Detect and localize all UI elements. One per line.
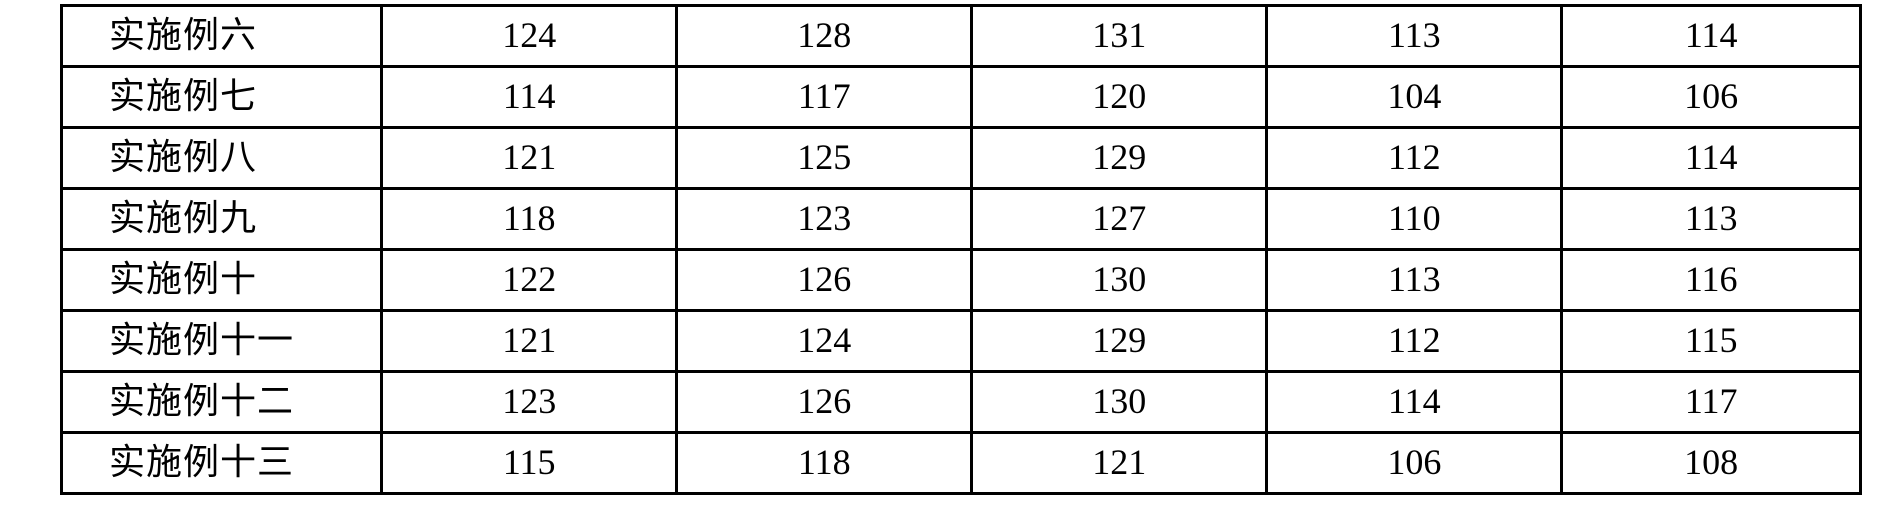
cell: 117 [677, 67, 972, 128]
row-label: 实施例十三 [62, 433, 382, 494]
page: 实施例六 124 128 131 113 114 实施例七 114 117 12… [0, 0, 1892, 505]
table-row: 实施例七 114 117 120 104 106 [62, 67, 1861, 128]
cell: 129 [972, 311, 1267, 372]
table-row: 实施例十 122 126 130 113 116 [62, 250, 1861, 311]
cell: 115 [382, 433, 677, 494]
cell: 123 [382, 372, 677, 433]
cell: 118 [677, 433, 972, 494]
cell: 117 [1562, 372, 1861, 433]
cell: 112 [1267, 311, 1562, 372]
table-row: 实施例六 124 128 131 113 114 [62, 6, 1861, 67]
cell: 121 [972, 433, 1267, 494]
table-row: 实施例十一 121 124 129 112 115 [62, 311, 1861, 372]
cell: 125 [677, 128, 972, 189]
cell: 121 [382, 128, 677, 189]
cell: 116 [1562, 250, 1861, 311]
cell: 124 [677, 311, 972, 372]
cell: 106 [1562, 67, 1861, 128]
row-label: 实施例十 [62, 250, 382, 311]
row-label: 实施例十二 [62, 372, 382, 433]
row-label: 实施例七 [62, 67, 382, 128]
row-label: 实施例八 [62, 128, 382, 189]
table-row: 实施例八 121 125 129 112 114 [62, 128, 1861, 189]
cell: 108 [1562, 433, 1861, 494]
cell: 114 [382, 67, 677, 128]
cell: 115 [1562, 311, 1861, 372]
row-label: 实施例九 [62, 189, 382, 250]
table-row: 实施例十二 123 126 130 114 117 [62, 372, 1861, 433]
cell: 127 [972, 189, 1267, 250]
cell: 114 [1562, 128, 1861, 189]
cell: 113 [1267, 250, 1562, 311]
cell: 113 [1267, 6, 1562, 67]
cell: 113 [1562, 189, 1861, 250]
cell: 104 [1267, 67, 1562, 128]
cell: 114 [1267, 372, 1562, 433]
table-row: 实施例九 118 123 127 110 113 [62, 189, 1861, 250]
row-label: 实施例十一 [62, 311, 382, 372]
cell: 106 [1267, 433, 1562, 494]
cell: 124 [382, 6, 677, 67]
cell: 126 [677, 250, 972, 311]
row-label: 实施例六 [62, 6, 382, 67]
cell: 131 [972, 6, 1267, 67]
cell: 110 [1267, 189, 1562, 250]
cell: 130 [972, 250, 1267, 311]
cell: 126 [677, 372, 972, 433]
cell: 121 [382, 311, 677, 372]
cell: 123 [677, 189, 972, 250]
cell: 118 [382, 189, 677, 250]
cell: 122 [382, 250, 677, 311]
data-table: 实施例六 124 128 131 113 114 实施例七 114 117 12… [60, 4, 1862, 495]
cell: 129 [972, 128, 1267, 189]
cell: 130 [972, 372, 1267, 433]
cell: 128 [677, 6, 972, 67]
table-row: 实施例十三 115 118 121 106 108 [62, 433, 1861, 494]
cell: 112 [1267, 128, 1562, 189]
cell: 120 [972, 67, 1267, 128]
cell: 114 [1562, 6, 1861, 67]
